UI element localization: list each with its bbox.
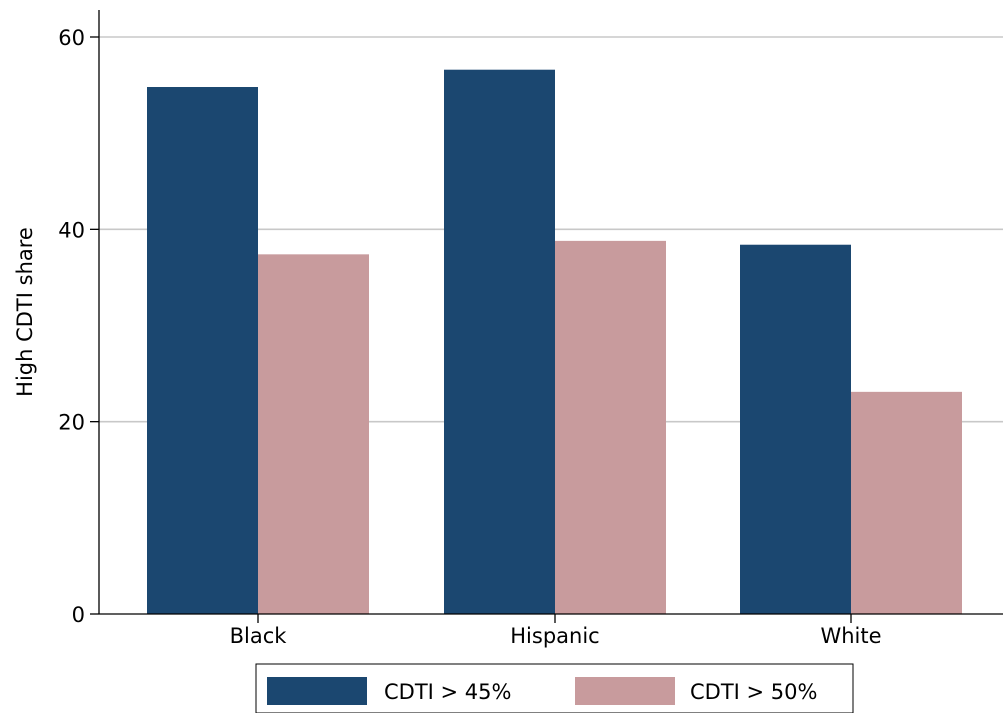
bar (851, 391, 962, 614)
y-tick-label: 20 (58, 411, 85, 435)
bar (740, 244, 851, 614)
x-tick-label: White (820, 624, 881, 648)
axes (98, 10, 1003, 615)
legend-label: CDTI > 45% (384, 680, 511, 704)
bar (444, 69, 555, 615)
y-tick-label: 60 (58, 26, 85, 50)
legend-label: CDTI > 50% (690, 680, 817, 704)
y-axis-label: High CDTI share (13, 227, 37, 397)
x-tick-label: Hispanic (510, 624, 599, 648)
bars (147, 69, 962, 615)
bar (258, 254, 369, 614)
y-tick-label: 0 (72, 603, 85, 627)
legend-swatch (575, 677, 675, 705)
x-ticks: Black Hispanic White (230, 614, 882, 648)
bar (147, 87, 258, 615)
bar (555, 240, 666, 614)
legend: CDTI > 45% CDTI > 50% (255, 663, 854, 714)
y-tick-label: 40 (58, 218, 85, 242)
x-tick-label: Black (230, 624, 288, 648)
y-ticks: 0 20 40 60 (58, 26, 99, 627)
legend-swatch (267, 677, 367, 705)
